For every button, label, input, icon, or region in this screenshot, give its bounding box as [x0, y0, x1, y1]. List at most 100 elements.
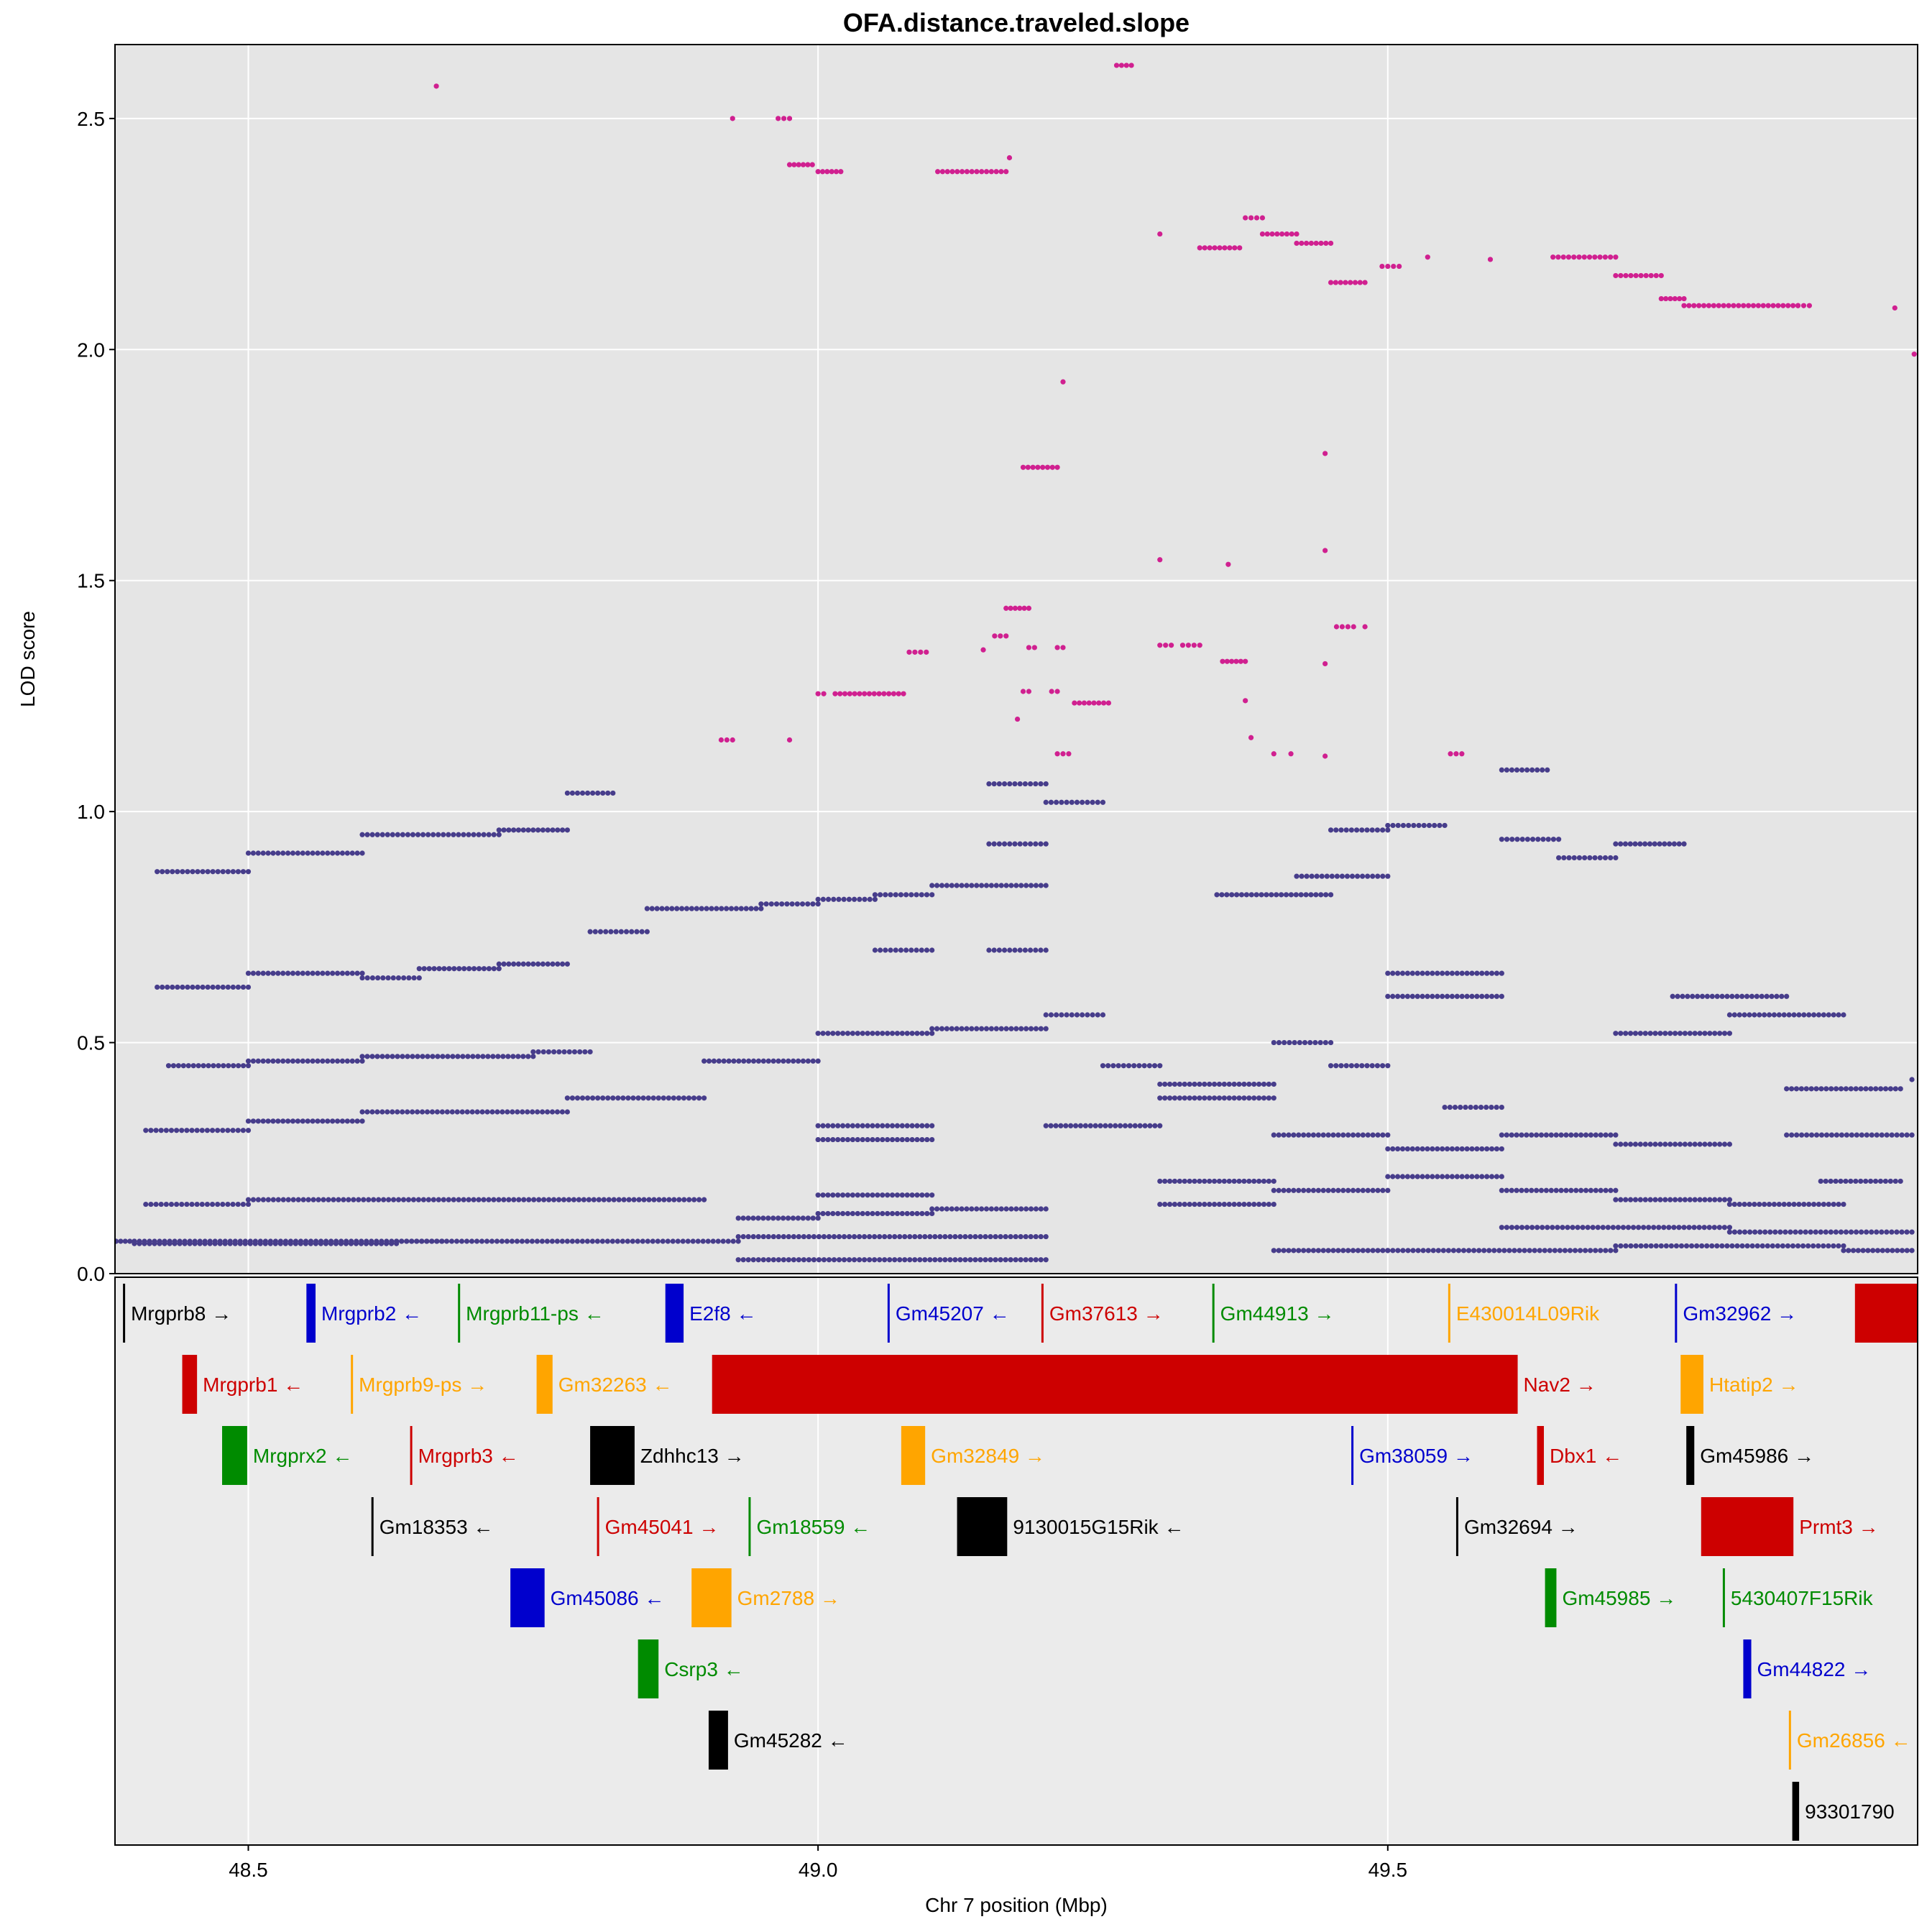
lod-point	[1068, 1123, 1074, 1128]
lod-point	[1157, 231, 1163, 237]
lod-point	[755, 1233, 761, 1240]
lod-point	[1742, 1201, 1747, 1208]
lod-point	[1697, 1141, 1703, 1147]
lod-point	[1328, 892, 1334, 898]
lod-point	[815, 1031, 821, 1036]
lod-point	[231, 1063, 236, 1069]
gene-box	[1545, 1568, 1557, 1627]
lod-point	[1053, 1123, 1059, 1128]
lod-point	[1313, 240, 1319, 247]
lod-point	[310, 1058, 316, 1064]
lod-point	[919, 1136, 925, 1143]
lod-point	[1013, 883, 1019, 888]
lod-point	[451, 832, 456, 837]
lod-point	[364, 1054, 370, 1059]
lod-point	[1416, 822, 1422, 829]
lod-point	[1003, 1233, 1008, 1240]
lod-point	[163, 1128, 169, 1133]
lod-point	[1391, 263, 1397, 270]
lod-point	[1444, 993, 1450, 999]
gene: E2f8 ←	[665, 1284, 756, 1343]
lod-point	[1261, 1178, 1267, 1184]
lod-point	[1364, 1063, 1370, 1069]
lod-point	[1328, 280, 1334, 285]
lod-point	[1305, 1187, 1312, 1193]
lod-point	[1794, 1132, 1800, 1138]
lod-point	[1709, 1243, 1715, 1249]
lod-point	[1583, 1132, 1589, 1138]
gene-track: Mrgprb8 → Mrgprb2 ← Mrgprb11-ps ← E2f8 ← Gm4…	[123, 1284, 1918, 1841]
lod-point	[1464, 970, 1470, 976]
lod-point	[1333, 827, 1339, 833]
lod-point	[1224, 658, 1230, 664]
lod-point	[1380, 1132, 1386, 1138]
lod-point	[506, 961, 512, 967]
lod-point	[954, 1026, 960, 1031]
lod-point	[1237, 245, 1243, 251]
lod-point	[595, 790, 601, 796]
lod-point	[1222, 245, 1228, 251]
lod-point	[549, 1109, 556, 1115]
lod-point	[1261, 1081, 1267, 1087]
lod-point	[1365, 873, 1371, 879]
lod-point	[1562, 1248, 1568, 1254]
lod-point	[1568, 1187, 1574, 1193]
lod-point	[465, 1054, 471, 1059]
lod-point	[529, 1238, 535, 1244]
lod-point	[456, 1197, 461, 1202]
lod-point	[1080, 799, 1085, 805]
base-point-run	[758, 901, 821, 907]
lod-point	[1043, 1012, 1049, 1018]
lod-point	[1570, 1225, 1576, 1230]
lod-point	[907, 1233, 913, 1240]
lod-point	[225, 1128, 231, 1133]
lod-point	[1892, 1086, 1898, 1092]
lod-point	[1122, 1123, 1128, 1128]
lod-point	[1736, 1229, 1743, 1235]
lod-point	[1618, 841, 1624, 847]
lod-point	[1348, 280, 1353, 285]
lod-point	[1534, 1132, 1540, 1138]
lod-point	[1803, 1086, 1809, 1092]
base-point-run	[359, 975, 422, 981]
lod-point	[883, 892, 888, 898]
lod-point	[1028, 1257, 1034, 1263]
lod-point	[339, 970, 346, 976]
lod-point	[1588, 1132, 1594, 1138]
lod-point	[716, 1058, 722, 1064]
lod-point	[539, 1238, 546, 1244]
lod-point	[1638, 1243, 1644, 1249]
lod-point	[516, 1197, 522, 1202]
gene: Dbx1 ←	[1537, 1426, 1622, 1485]
lod-point	[1028, 841, 1034, 847]
lod-point	[1261, 1201, 1267, 1208]
lod-point	[1459, 1146, 1465, 1152]
lod-point	[1346, 1248, 1351, 1254]
highlight-point-run	[1333, 624, 1356, 630]
lod-point	[354, 850, 360, 856]
lod-point	[1776, 1012, 1782, 1018]
lod-point	[454, 1109, 460, 1115]
lod-point	[379, 1238, 385, 1244]
lod-point	[969, 169, 975, 175]
lod-point	[1012, 841, 1018, 847]
base-point-run	[1385, 822, 1448, 829]
lod-point	[436, 832, 441, 837]
lod-point	[180, 1063, 186, 1069]
lod-point	[770, 1058, 776, 1064]
lod-point	[1074, 1012, 1080, 1018]
lod-point	[1512, 1248, 1517, 1254]
lod-point	[1608, 1132, 1614, 1138]
lod-point	[410, 1109, 415, 1115]
lod-point	[449, 1109, 455, 1115]
gene-label: Gm44913 →	[1220, 1302, 1335, 1325]
lod-point	[1489, 970, 1495, 976]
lod-point	[491, 966, 497, 972]
lod-point	[1540, 1225, 1545, 1230]
lod-point	[1790, 303, 1796, 308]
lod-point	[384, 1238, 390, 1244]
lod-point	[750, 1257, 756, 1263]
lod-point	[1608, 855, 1614, 861]
lod-point	[1197, 1081, 1202, 1087]
lod-point	[1721, 1225, 1727, 1230]
